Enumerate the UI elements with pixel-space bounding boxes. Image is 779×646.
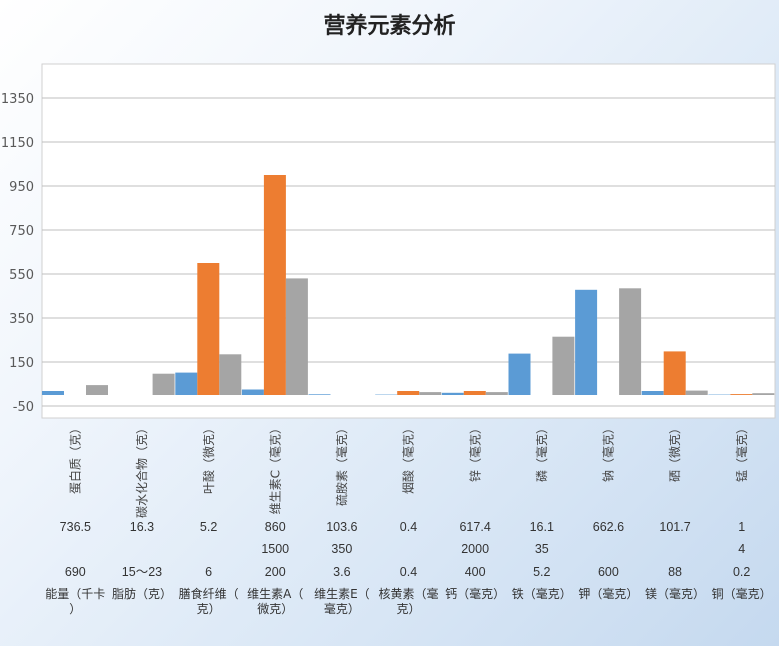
bar [86, 385, 108, 395]
table-cell: 88 [668, 565, 682, 579]
category-label: 碳水化合物（克） [134, 422, 149, 518]
bar [663, 351, 686, 395]
table-cell: 1500 [261, 542, 289, 556]
table-cell: 5.2 [533, 565, 550, 579]
table-cell: 101.7 [659, 520, 690, 534]
bar [463, 391, 486, 395]
bar [685, 390, 708, 395]
category-label: 锌（毫克） [467, 422, 482, 482]
table-row-label: 钾（毫克） [578, 586, 638, 601]
y-tick-label: 1350 [1, 92, 34, 107]
table-cell: 35 [535, 542, 549, 556]
y-axis: -50 150 350 550 750 950 1150 1350 [1, 92, 34, 415]
table-cell: 15～23 [122, 565, 162, 579]
table-cell: 600 [598, 565, 619, 579]
table-cell: 1 [738, 520, 745, 534]
table-row-label: 脂肪（克） [112, 586, 172, 601]
table-cell: 6 [205, 565, 212, 579]
category-labels: 蛋白质（克） 碳水化合物（克） 叶酸（微克） 维生素C（毫克） 硫胺素（毫克） 烟酸（毫克… [68, 422, 749, 518]
category-label: 硫胺素（毫克） [334, 422, 349, 506]
bar [152, 373, 175, 395]
y-tick-label: 950 [9, 180, 34, 195]
table-row-label: 维生素E（毫克） [314, 587, 370, 616]
table-cell: 617.4 [459, 520, 490, 534]
table-cell: 3.6 [333, 565, 350, 579]
bar [752, 393, 775, 395]
bar [730, 394, 753, 395]
y-tick-label: 350 [9, 312, 34, 327]
table-cell: 860 [265, 520, 286, 534]
category-label: 硒（微克） [668, 422, 682, 482]
table-row-label: 钙（毫克） [445, 586, 505, 601]
bar [308, 394, 331, 395]
y-tick-label: -50 [13, 400, 34, 415]
table-cell: 4 [738, 542, 745, 556]
bar [508, 353, 531, 395]
table-cell: 2000 [461, 542, 489, 556]
bar [441, 392, 464, 395]
table-cell: 736.5 [60, 520, 91, 534]
category-label: 锰（毫克） [734, 422, 749, 482]
bar [241, 389, 264, 395]
y-tick-label: 550 [9, 268, 34, 283]
table-cell: 200 [265, 565, 286, 579]
table-cell: 350 [331, 542, 352, 556]
y-tick-label: 150 [9, 356, 34, 371]
y-tick-label: 1150 [1, 136, 34, 151]
bar [263, 175, 286, 395]
table-cell: 16.3 [130, 520, 154, 534]
table-cell: 5.2 [200, 520, 217, 534]
bars [42, 175, 775, 395]
bar [219, 354, 242, 395]
table-cell: 0.4 [400, 520, 417, 534]
table-row-label: 铜（毫克） [712, 586, 772, 601]
bar [42, 391, 64, 395]
chart-title: 营养元素分析 [323, 13, 456, 39]
category-label: 蛋白质（克） [68, 422, 83, 494]
bar [197, 263, 220, 395]
table-cell: 690 [65, 565, 86, 579]
category-label: 维生素C（毫克） [267, 422, 282, 514]
table-row-label: 膳食纤维（克） [179, 586, 239, 616]
category-label: 叶酸（微克） [201, 422, 216, 494]
table-row-label: 核黄素（毫克） [378, 586, 438, 616]
data-table: 736.5 16.3 5.2 860 103.6 0.4 617.4 16.1 662.6 101… [45, 520, 771, 616]
bar [619, 288, 642, 395]
plot-area [41, 63, 776, 419]
table-cell: 662.6 [593, 520, 624, 534]
bar [285, 278, 308, 395]
bar [485, 392, 508, 395]
category-label: 钠（毫克） [601, 422, 616, 482]
bar [397, 391, 420, 395]
category-label: 磷（毫克） [534, 422, 549, 482]
bar [419, 392, 442, 395]
table-row-label: 能量（千卡） [45, 587, 105, 616]
table-row-label: 维生素A（微克） [247, 587, 303, 616]
table-cell: 16.1 [530, 520, 554, 534]
bar [552, 336, 575, 395]
category-label: 烟酸（毫克） [401, 422, 416, 494]
y-tick-label: 750 [9, 224, 34, 239]
bar [641, 391, 664, 395]
table-cell: 0.2 [733, 565, 750, 579]
table-cell: 103.6 [326, 520, 357, 534]
table-row-label: 镁（毫克） [645, 586, 705, 601]
gridlines [42, 97, 775, 407]
table-cell: 400 [465, 565, 486, 579]
bar [575, 289, 598, 395]
table-cell: 0.4 [400, 565, 417, 579]
bar [175, 372, 198, 395]
table-row-label: 铁（毫克） [512, 586, 572, 601]
